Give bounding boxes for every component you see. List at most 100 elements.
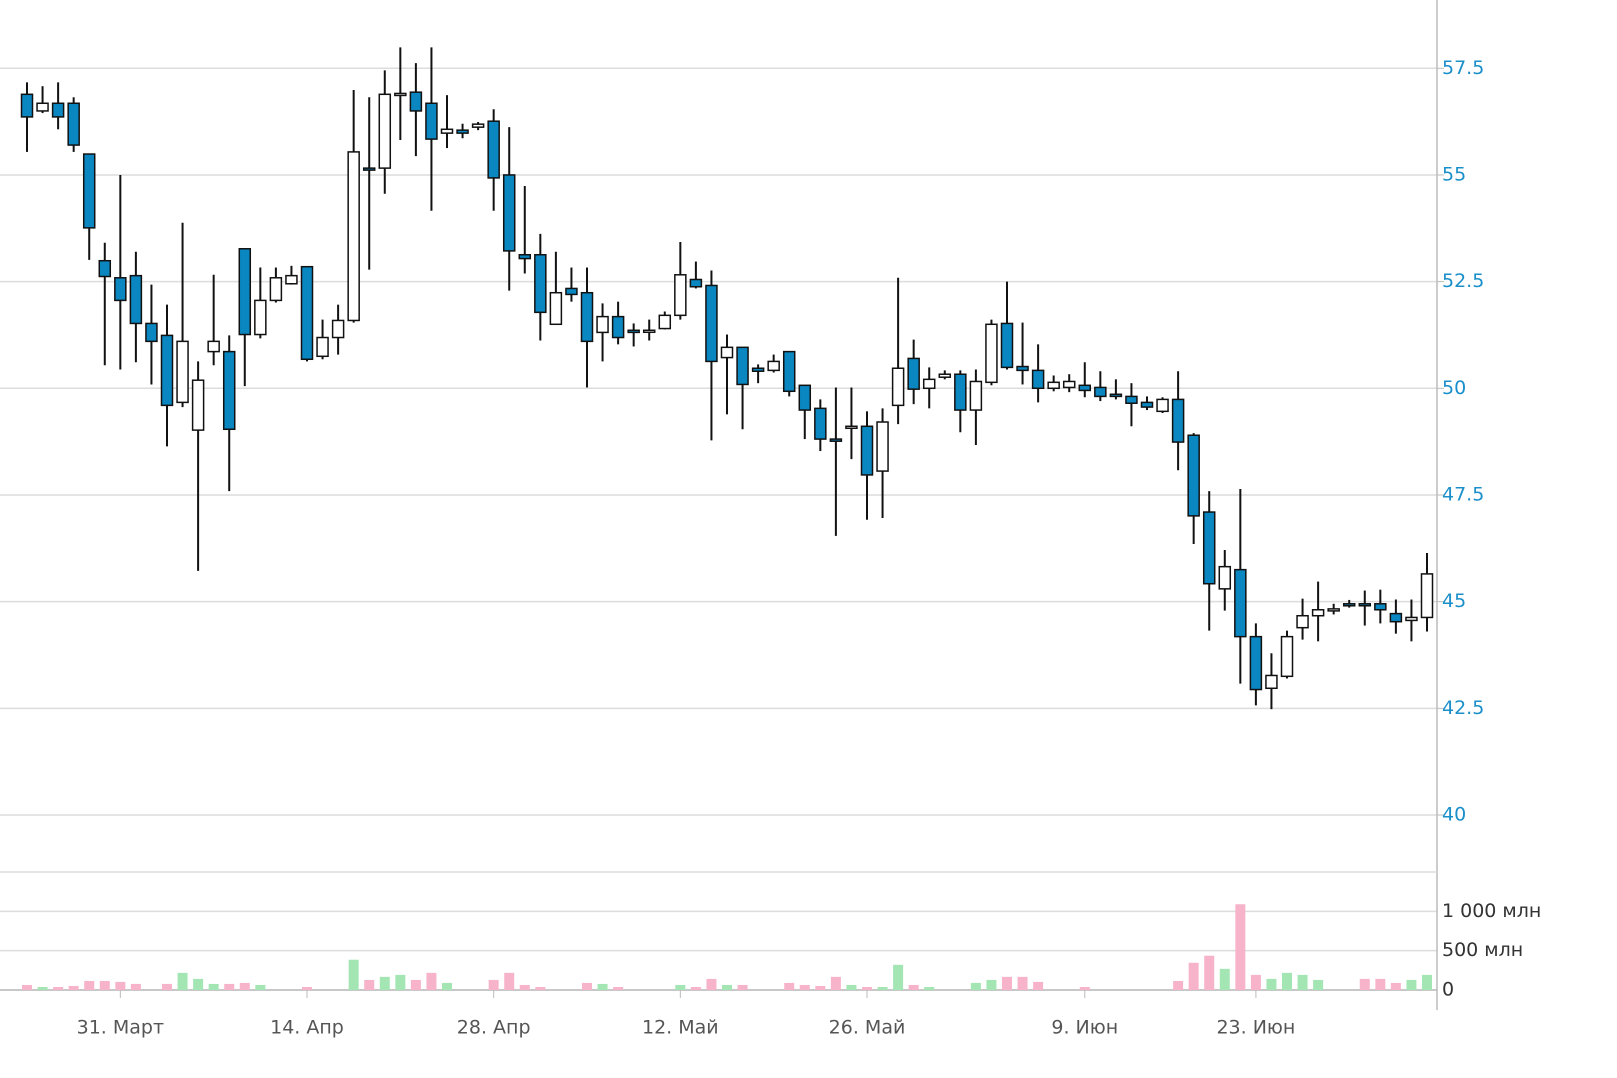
candle-body [1280, 635, 1294, 678]
volume-bar [924, 987, 935, 990]
candle-body [378, 93, 392, 169]
volume-bar [862, 987, 872, 990]
volume-bar [706, 978, 717, 990]
candle-body [907, 357, 920, 390]
candle-body [1094, 386, 1107, 398]
candle-body [471, 123, 485, 128]
volume-bar [1033, 981, 1044, 990]
candle-body [1420, 573, 1434, 619]
candle-body [1125, 395, 1138, 404]
candle-body [207, 340, 220, 353]
volume-bar [239, 982, 250, 990]
candle-body [222, 350, 236, 431]
candle-body [611, 315, 625, 339]
candle-body [425, 102, 438, 140]
candle-body [1218, 565, 1232, 590]
volume-bar [1266, 978, 1277, 990]
volume-bar [1422, 974, 1432, 990]
volume-bar [162, 983, 172, 990]
volume-bar [426, 972, 437, 990]
volume-bar [1375, 978, 1386, 990]
candle-body [394, 92, 407, 97]
candle-body [440, 128, 454, 134]
x-tick-label: 26. Май [829, 1017, 906, 1039]
candle-body [985, 323, 998, 384]
volume-bar [1282, 972, 1292, 990]
volume-bar [1297, 974, 1308, 990]
volume-bar [224, 983, 235, 990]
volume-bar [302, 987, 312, 990]
volume-bar [442, 982, 452, 990]
volume-bar [37, 987, 48, 990]
volume-bar [970, 982, 981, 990]
x-tick-label: 28. Апр [457, 1017, 531, 1039]
volume-bar [488, 979, 499, 990]
volume-bar [675, 984, 686, 990]
candle-body [751, 367, 765, 372]
volume-bar [1002, 976, 1012, 990]
candle-body [238, 248, 252, 336]
candle-body [67, 102, 80, 146]
y-tick-label: 55 [1442, 163, 1466, 185]
candle-body [82, 153, 96, 229]
volume-bar [1173, 980, 1184, 990]
volume-bar [519, 984, 530, 990]
candle-body [736, 346, 749, 386]
volume-bar [690, 987, 701, 990]
candle-body [627, 329, 640, 334]
x-tick-label: 9. Июн [1051, 1017, 1118, 1039]
candle-body [596, 315, 609, 334]
y-tick-label: 40 [1442, 804, 1466, 826]
candle-body [160, 334, 174, 407]
candle-body [98, 259, 112, 278]
volume-bar [1390, 982, 1401, 990]
volume-bar [84, 980, 95, 990]
candle-body [191, 379, 205, 431]
volume-bar [582, 982, 592, 990]
volume-bar [597, 983, 608, 990]
x-tick-label: 23. Июн [1216, 1017, 1295, 1039]
volume-bar [1204, 955, 1215, 990]
y-tick-label: 45 [1442, 590, 1466, 612]
candle-body [1000, 322, 1014, 369]
volume-bar [1250, 974, 1261, 990]
candle-body [860, 425, 874, 476]
volume-bar [613, 987, 624, 990]
candle-body [1374, 603, 1387, 611]
candle-body [1078, 384, 1092, 392]
candle-body [658, 314, 672, 330]
candle-body [316, 336, 329, 358]
y2-tick-label: 0 [1442, 979, 1454, 1001]
candle-body [1327, 608, 1340, 612]
volume-bar [784, 982, 795, 990]
candle-body [502, 174, 516, 252]
candle-body [1265, 674, 1278, 690]
candle-body [1062, 380, 1076, 389]
volume-bar [177, 972, 188, 990]
candle-body [845, 425, 858, 430]
volume-bar [1235, 904, 1246, 990]
volume-bar [815, 985, 826, 990]
candle-body [1249, 635, 1263, 691]
candle-body [969, 380, 983, 411]
candle-body [689, 278, 703, 288]
candle-body [331, 319, 345, 339]
candle-body [798, 384, 812, 411]
volume-bar [1079, 987, 1090, 990]
volume-bar [893, 964, 904, 990]
x-tick-label: 14. Апр [270, 1017, 344, 1039]
volume-bar [1219, 968, 1230, 990]
volume-bar [364, 979, 375, 990]
volume-bar [1188, 962, 1199, 990]
volume-bar [53, 987, 64, 990]
volume-bar [722, 984, 732, 990]
volume-bar [908, 984, 919, 990]
candle-body [269, 277, 283, 302]
candle-body [36, 102, 49, 112]
candle-body [1171, 398, 1185, 443]
candle-body [362, 167, 376, 171]
candle-body [1342, 603, 1356, 607]
candle-body [876, 421, 889, 472]
candle-body [829, 438, 843, 442]
